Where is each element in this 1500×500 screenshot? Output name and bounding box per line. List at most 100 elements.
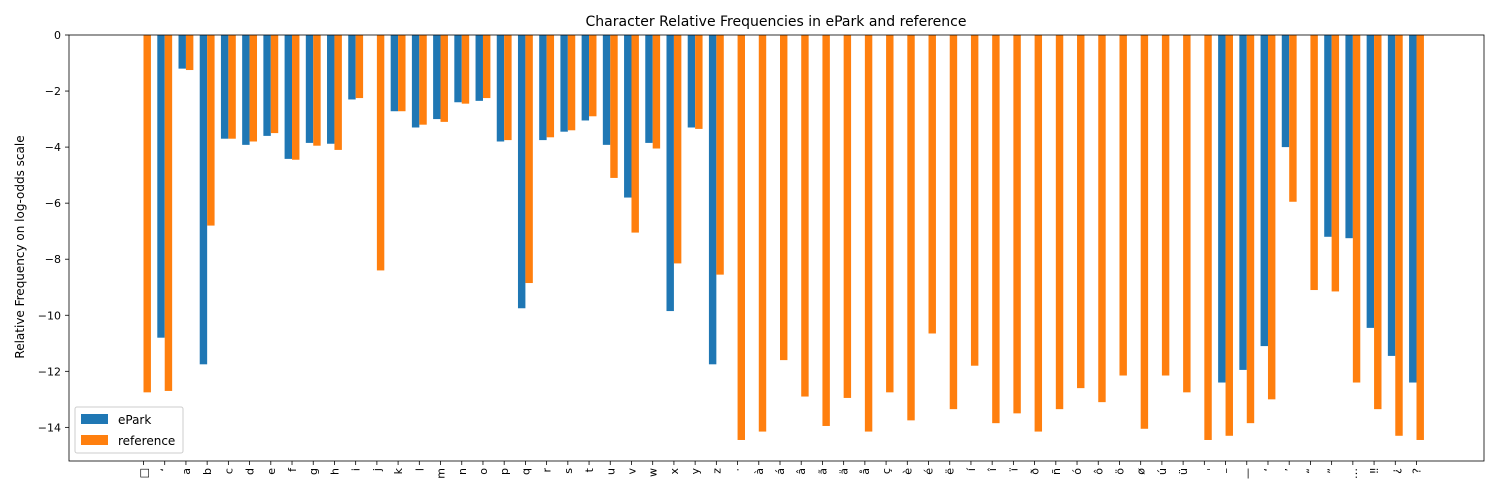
bar-reference-13	[419, 35, 427, 125]
bar-epark-18	[517, 35, 526, 309]
x-tick-label: è	[901, 468, 914, 475]
bar-reference-33	[843, 35, 852, 398]
y-tick-label: −14	[38, 421, 61, 434]
bar-epark-1	[157, 35, 165, 338]
bar-epark-10	[348, 35, 356, 100]
x-tick-label: j	[371, 468, 384, 472]
bar-reference-18	[525, 35, 533, 284]
x-tick-label: í	[965, 467, 978, 471]
bar-epark-13	[411, 35, 420, 128]
y-tick-label: −12	[38, 365, 61, 378]
bar-reference-10	[355, 35, 364, 99]
x-tick-label: ï	[1007, 467, 1020, 472]
legend-swatch-reference	[81, 435, 108, 445]
y-tick-label: −4	[45, 141, 61, 154]
bar-epark-4	[220, 35, 229, 139]
bar-reference-43	[1055, 35, 1064, 410]
bar-reference-57	[1352, 35, 1361, 383]
bar-reference-25	[673, 35, 682, 264]
x-tick-label: ø	[1135, 468, 1148, 475]
bar-epark-57	[1345, 35, 1353, 239]
x-tick-label: ?	[1411, 468, 1424, 474]
x-tick-label: à	[753, 468, 766, 475]
bar-epark-7	[284, 35, 293, 159]
bar-epark-9	[327, 35, 335, 144]
bar-reference-52	[1246, 35, 1255, 424]
bar-epark-5	[242, 35, 250, 145]
x-tick-label: q	[519, 468, 532, 475]
x-tick-label: a	[180, 468, 193, 475]
plot-frame	[68, 34, 1485, 462]
bar-reference-40	[992, 35, 1000, 424]
bar-epark-60	[1409, 35, 1417, 383]
x-tick-label: e	[265, 468, 278, 475]
bar-reference-50	[1204, 35, 1212, 440]
bar-reference-19	[546, 35, 555, 138]
x-tick-label: å	[859, 468, 872, 475]
x-tick-label: c	[222, 468, 235, 474]
x-tick-label: ·	[732, 468, 745, 472]
bar-reference-49	[1183, 35, 1191, 393]
x-tick-label: ô	[1092, 468, 1105, 475]
bar-epark-19	[539, 35, 547, 141]
x-tick-label: ‘	[159, 468, 172, 472]
x-tick-label: î	[986, 467, 999, 472]
bar-reference-37	[928, 35, 936, 334]
x-tick-label: □	[138, 468, 151, 478]
x-tick-label: –	[1220, 468, 1233, 474]
x-tick-label: …	[1347, 468, 1360, 479]
bar-epark-26	[687, 35, 696, 128]
x-tick-label: f	[286, 467, 299, 472]
bar-reference-47	[1140, 35, 1149, 429]
bar-reference-9	[334, 35, 342, 150]
x-tick-label: y	[689, 468, 702, 475]
bar-reference-12	[398, 35, 406, 112]
bar-epark-59	[1387, 35, 1396, 356]
bar-reference-44	[1077, 35, 1085, 389]
bar-reference-31	[801, 35, 809, 397]
x-tick-label: ä	[838, 468, 851, 475]
bar-epark-54	[1281, 35, 1290, 148]
bar-epark-3	[199, 35, 208, 365]
bar-reference-16	[482, 35, 491, 99]
bar-reference-23	[631, 35, 639, 233]
bar-reference-3	[207, 35, 215, 226]
bar-reference-1	[164, 35, 173, 391]
x-tick-label: ð	[1029, 468, 1042, 475]
bar-reference-34	[864, 35, 873, 432]
bar-epark-21	[581, 35, 590, 121]
x-tick-label: ç	[880, 468, 893, 474]
bar-epark-14	[433, 35, 441, 120]
bar-reference-51	[1225, 35, 1233, 436]
bar-reference-8	[313, 35, 321, 146]
bar-epark-12	[390, 35, 399, 112]
bar-reference-24	[652, 35, 661, 149]
x-tick-label: k	[392, 467, 405, 474]
x-tick-label: —	[1241, 468, 1254, 479]
bar-reference-48	[1161, 35, 1170, 376]
bar-epark-15	[454, 35, 462, 103]
y-tick-label: 0	[54, 29, 61, 42]
bar-reference-7	[292, 35, 300, 160]
bar-reference-5	[249, 35, 258, 142]
bar-reference-17	[504, 35, 512, 141]
bar-reference-6	[270, 35, 279, 134]
x-tick-label: p	[498, 468, 511, 475]
bar-reference-22	[610, 35, 618, 178]
bar-reference-26	[695, 35, 703, 129]
x-tick-label: ñ	[1050, 468, 1063, 475]
legend-swatch-epark	[81, 414, 108, 424]
bar-reference-45	[1098, 35, 1106, 403]
x-tick-label: ó	[1071, 468, 1084, 475]
bar-epark-58	[1366, 35, 1375, 328]
bar-reference-59	[1395, 35, 1403, 436]
x-tick-label: b	[201, 468, 214, 475]
legend: ePark reference	[74, 406, 184, 454]
x-tick-label: ë	[944, 468, 957, 475]
bar-epark-23	[624, 35, 632, 198]
bar-epark-16	[475, 35, 483, 101]
y-tick-label: −6	[45, 197, 61, 210]
y-tick-label: −2	[45, 85, 61, 98]
bar-epark-52	[1239, 35, 1247, 370]
